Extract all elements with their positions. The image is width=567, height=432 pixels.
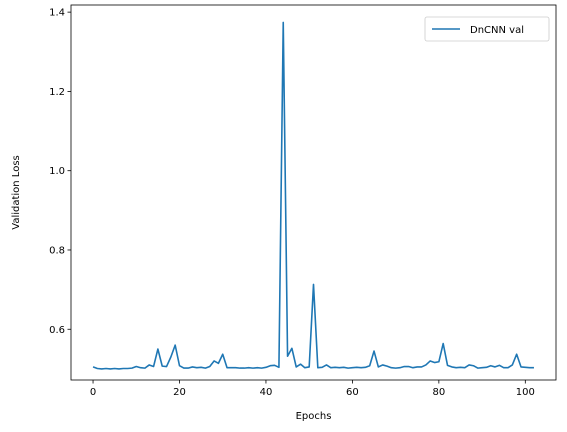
x-tick-label: 60 — [346, 387, 359, 398]
y-tick-label: 1.0 — [49, 166, 65, 177]
legend-entry-label: DnCNN val — [470, 25, 524, 36]
x-tick-label: 80 — [432, 387, 445, 398]
x-tick-label: 0 — [90, 387, 96, 398]
y-tick-label: 1.4 — [49, 8, 65, 19]
x-axis-label: Epochs — [296, 411, 332, 422]
legend: DnCNN val — [424, 16, 550, 42]
axes-frame — [70, 4, 557, 381]
series-layer — [92, 21, 534, 370]
x-axis: 0 20 40 60 80 100 — [90, 380, 535, 398]
series-line-dncnn-val — [92, 21, 534, 370]
y-tick-label: 1.2 — [49, 87, 65, 98]
y-tick-label: 0.6 — [49, 325, 65, 336]
y-axis: 0.6 0.8 1.0 1.2 1.4 — [49, 8, 71, 336]
y-tick-label: 0.8 — [49, 245, 65, 256]
y-axis-label: Validation Loss — [11, 155, 22, 230]
legend-box — [424, 16, 550, 42]
plot-area — [70, 4, 557, 381]
x-tick-label: 100 — [516, 387, 535, 398]
x-tick-label: 20 — [173, 387, 186, 398]
x-tick-label: 40 — [260, 387, 273, 398]
